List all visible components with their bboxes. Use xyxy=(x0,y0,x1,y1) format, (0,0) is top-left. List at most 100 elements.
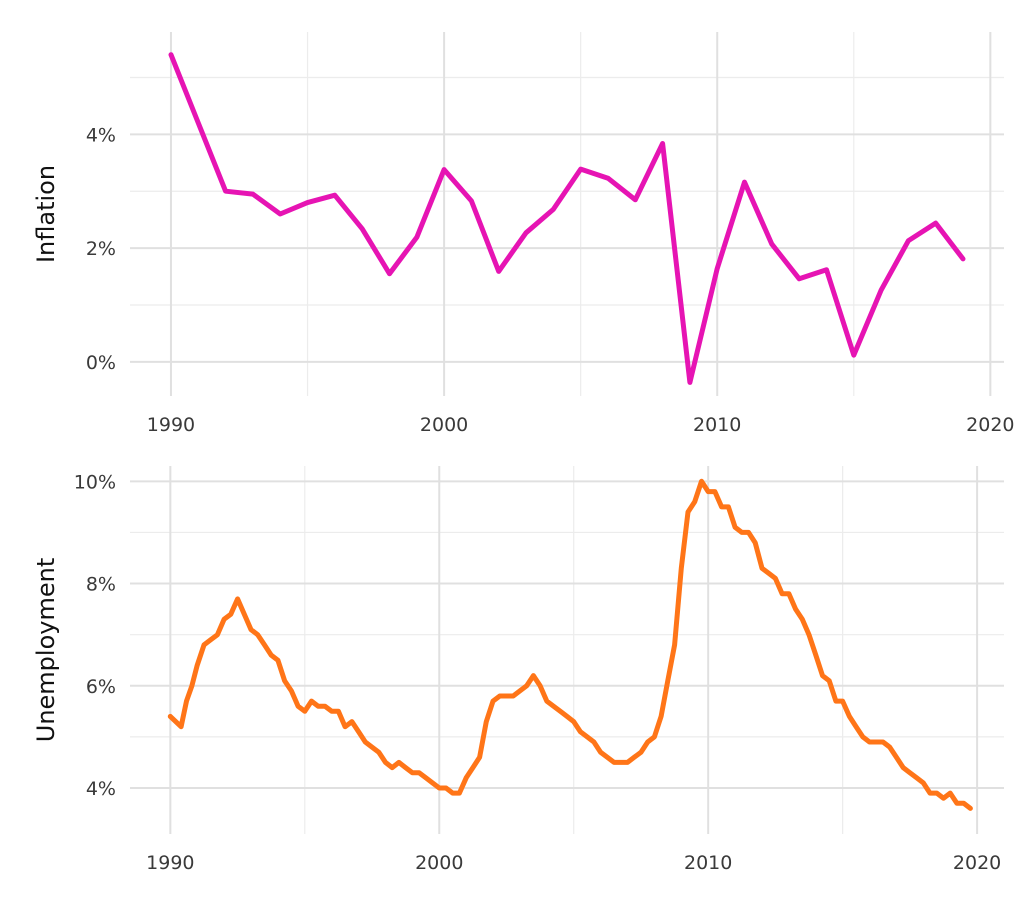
data-point xyxy=(282,678,287,683)
data-point xyxy=(336,709,341,714)
data-point xyxy=(443,786,448,790)
data-point xyxy=(687,380,692,385)
data-point xyxy=(933,221,938,226)
data-point xyxy=(316,704,321,709)
data-point xyxy=(235,596,240,601)
data-point xyxy=(269,653,274,658)
data-point xyxy=(887,745,892,750)
data-point xyxy=(457,791,462,796)
data-point xyxy=(679,566,684,571)
data-point xyxy=(531,673,536,678)
x-tick-label: 2010 xyxy=(693,414,741,436)
data-point xyxy=(189,683,194,688)
data-point xyxy=(645,740,650,744)
data-point xyxy=(638,750,643,755)
data-point xyxy=(497,694,502,698)
data-point xyxy=(769,242,774,247)
data-point xyxy=(396,760,401,765)
data-point xyxy=(833,699,838,704)
series-points xyxy=(168,479,973,811)
data-point xyxy=(652,734,657,739)
data-point xyxy=(296,704,301,709)
data-point xyxy=(477,755,482,760)
y-tick-label: 10% xyxy=(74,471,116,493)
data-point xyxy=(699,479,704,484)
data-point xyxy=(363,740,368,744)
data-point xyxy=(907,770,912,775)
data-point xyxy=(417,770,422,775)
data-point xyxy=(430,780,435,785)
data-point xyxy=(332,193,337,198)
data-point xyxy=(585,734,590,739)
data-point xyxy=(625,760,630,765)
data-point xyxy=(921,780,926,785)
data-point xyxy=(827,678,832,683)
data-point xyxy=(793,607,798,612)
data-point xyxy=(780,591,785,596)
data-point xyxy=(928,791,933,796)
data-point xyxy=(179,724,184,729)
data-point xyxy=(632,755,637,760)
data-point xyxy=(196,121,201,125)
data-point xyxy=(309,699,314,704)
x-tick-label: 1990 xyxy=(147,414,195,436)
data-point xyxy=(504,694,509,698)
data-point xyxy=(551,207,556,212)
data-point xyxy=(854,724,859,729)
data-point xyxy=(470,765,475,770)
data-point xyxy=(249,627,254,632)
data-point xyxy=(880,740,885,744)
data-point xyxy=(278,212,283,216)
data-point xyxy=(660,141,665,146)
data-point xyxy=(961,256,966,261)
data-point xyxy=(706,489,711,494)
data-point xyxy=(517,688,522,693)
y-tick-label: 0% xyxy=(86,352,116,374)
data-point xyxy=(598,750,603,755)
x-tick-label: 1990 xyxy=(146,852,194,874)
data-point xyxy=(538,683,543,688)
chart-panel-1: 0% 2% 4% 1990 2000 2010 2020 Inflation xyxy=(32,32,1015,436)
data-point xyxy=(208,637,213,642)
data-point xyxy=(851,353,856,358)
data-point xyxy=(786,591,791,596)
data-point xyxy=(867,740,872,744)
data-point xyxy=(551,704,556,709)
data-point xyxy=(766,571,771,576)
y-tick-label: 4% xyxy=(86,124,116,146)
data-point xyxy=(383,760,388,765)
data-point xyxy=(201,642,206,647)
data-point xyxy=(250,192,255,197)
data-point xyxy=(195,663,200,668)
data-point xyxy=(215,632,220,637)
data-point xyxy=(544,699,549,704)
data-point xyxy=(376,750,381,755)
data-point xyxy=(813,653,818,658)
data-point xyxy=(807,632,812,637)
data-point xyxy=(633,197,638,202)
chart-panel-2: 4% 6% 8% 10% 1990 2000 2010 2020 Unemployment xyxy=(32,466,1004,874)
series-line-unemployment xyxy=(167,478,973,811)
data-point xyxy=(565,714,569,719)
data-point xyxy=(437,786,442,790)
data-point xyxy=(275,658,280,663)
data-point xyxy=(524,230,529,235)
data-point xyxy=(343,724,348,729)
data-point xyxy=(968,806,973,811)
data-point xyxy=(410,770,415,775)
data-point xyxy=(578,167,583,172)
data-point xyxy=(511,694,516,698)
data-point xyxy=(879,288,884,293)
data-point xyxy=(906,238,911,243)
y-tick-label: 4% xyxy=(86,778,116,800)
data-point xyxy=(262,642,267,647)
data-point xyxy=(901,765,906,770)
data-point xyxy=(894,755,899,760)
data-point xyxy=(168,52,173,57)
data-point xyxy=(184,699,189,704)
data-point xyxy=(302,709,307,714)
data-point xyxy=(571,719,576,724)
data-point xyxy=(753,540,758,545)
x-tick-label: 2000 xyxy=(415,852,463,874)
